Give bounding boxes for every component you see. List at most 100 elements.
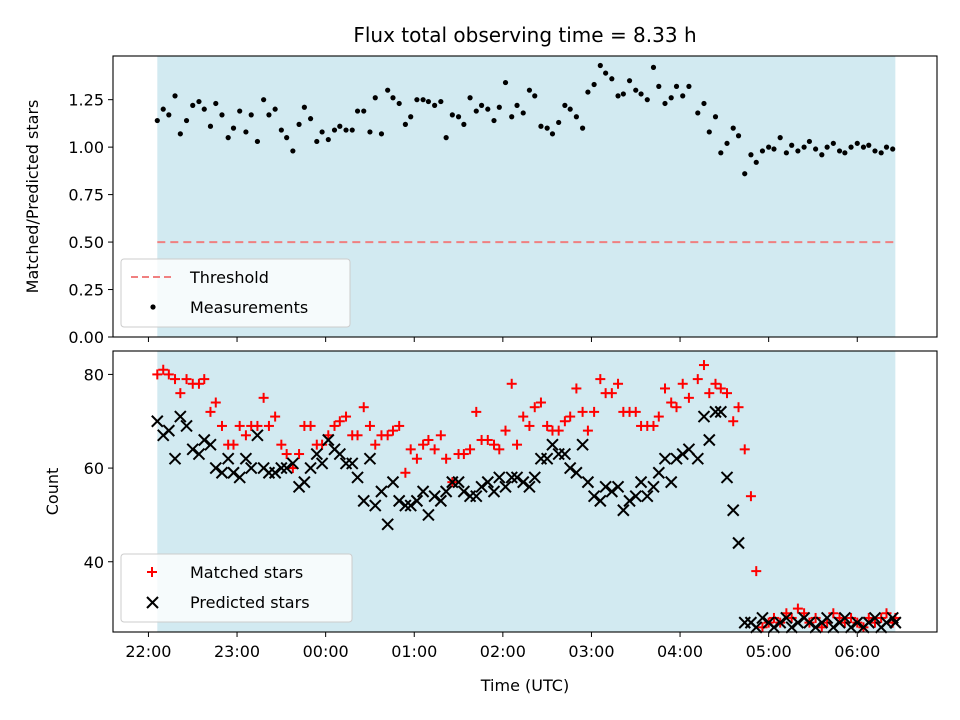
measurement-point <box>597 62 603 69</box>
measurement-point <box>591 81 597 88</box>
measurement-point <box>361 108 367 114</box>
predicted-star-point <box>209 461 222 475</box>
measurement-point <box>307 116 314 122</box>
matched-star-point <box>258 392 269 403</box>
top-y-tick-label: 0.75 <box>68 186 104 205</box>
predicted-star-point <box>838 611 852 625</box>
measurement-point <box>225 135 231 141</box>
predicted-star-point <box>481 475 494 489</box>
matched-star-point <box>400 467 411 478</box>
measurement-point <box>177 131 183 137</box>
measurement-point <box>759 148 766 154</box>
measurement-point <box>609 76 615 82</box>
predicted-star-point <box>404 499 417 512</box>
predicted-star-point <box>221 452 235 465</box>
measurement-point <box>854 140 860 146</box>
top-y-ticks: 0.00 0.25 0.50 0.75 1.00 1.25 <box>68 91 113 347</box>
matched-star-point <box>358 402 369 413</box>
predicted-star-point <box>576 438 589 451</box>
measurement-point <box>230 125 237 131</box>
matched-star-point <box>571 383 582 394</box>
matched-star-point <box>435 430 446 441</box>
matched-star-point <box>441 453 452 464</box>
top-y-tick-label: 1.25 <box>68 91 104 110</box>
measurement-point <box>290 148 296 154</box>
predicted-star-point <box>611 480 625 494</box>
measurement-point <box>650 64 657 70</box>
predicted-star-point <box>239 452 253 465</box>
measurement-point <box>585 89 591 95</box>
matched-star-point <box>846 612 857 623</box>
predicted-star-point <box>750 621 763 634</box>
matched-star-point <box>234 420 245 431</box>
measurement-point <box>432 102 438 108</box>
predicted-star-point <box>310 447 323 461</box>
top-y-tick-label: 1.00 <box>68 138 104 157</box>
measurement-point <box>390 95 396 101</box>
predicted-star-point <box>809 621 822 634</box>
measurement-point <box>806 138 813 145</box>
predicted-star-point <box>599 480 612 494</box>
matched-star-point <box>276 439 287 450</box>
measurement-point <box>183 117 190 124</box>
predicted-star-point <box>727 504 740 517</box>
matched-star-point <box>158 364 169 375</box>
predicted-star-point <box>410 494 424 508</box>
measurement-point <box>473 108 479 114</box>
measurement-point <box>491 117 497 124</box>
predicted-star-point <box>605 485 619 498</box>
predicted-star-point <box>304 461 317 475</box>
matched-star-point <box>577 406 588 417</box>
predicted-star-point <box>617 504 630 517</box>
measurement-point <box>783 150 789 156</box>
measurement-point <box>777 135 783 141</box>
matched-star-point <box>488 439 499 450</box>
predicted-star-point <box>333 447 347 461</box>
predicted-star-point <box>528 471 541 484</box>
measurement-point <box>662 100 668 107</box>
matched-star-point <box>722 388 733 399</box>
measurement-point <box>538 123 544 129</box>
x-tick-label: 04:00 <box>657 642 703 661</box>
x-tick-label: 00:00 <box>303 642 349 661</box>
predicted-star-point <box>546 438 559 451</box>
measurement-point <box>284 135 290 141</box>
measurement-point <box>319 129 325 135</box>
predicted-star-point <box>493 471 506 484</box>
measurement-point <box>438 98 444 105</box>
predicted-star-point <box>363 452 377 465</box>
measurement-point <box>219 112 225 118</box>
predicted-star-point <box>697 410 711 423</box>
measurement-point <box>644 97 650 103</box>
chart-title: Flux total observing time = 8.33 h <box>353 23 696 47</box>
measurement-point <box>385 87 391 93</box>
matched-star-point <box>653 411 664 422</box>
predicted-star-point <box>623 494 636 508</box>
measurement-point <box>272 106 278 112</box>
predicted-star-point <box>691 452 704 465</box>
measurement-point <box>771 146 777 152</box>
matched-star-point <box>648 420 659 431</box>
measurement-point <box>443 135 449 141</box>
matched-star-point <box>334 416 345 427</box>
predicted-star-point <box>233 471 246 484</box>
matched-star-point <box>553 425 564 436</box>
measurement-point <box>261 97 267 103</box>
predicted-star-point <box>452 475 465 489</box>
predicted-star-point <box>487 485 501 498</box>
measurement-point <box>748 152 754 158</box>
predicted-star-point <box>251 429 264 442</box>
matched-star-point <box>739 444 750 455</box>
measurement-point <box>603 70 609 76</box>
matched-star-point <box>810 612 821 623</box>
measurement-point <box>502 79 509 86</box>
predicted-star-point <box>658 452 672 465</box>
measurement-point <box>735 133 742 139</box>
predicted-star-point <box>499 480 512 494</box>
predicted-star-point <box>162 424 176 437</box>
matched-star-point <box>757 622 768 633</box>
predicted-star-point <box>862 616 875 629</box>
matched-star-point <box>216 420 227 431</box>
predicted-star-point <box>780 611 793 625</box>
measurement-point <box>562 102 568 108</box>
